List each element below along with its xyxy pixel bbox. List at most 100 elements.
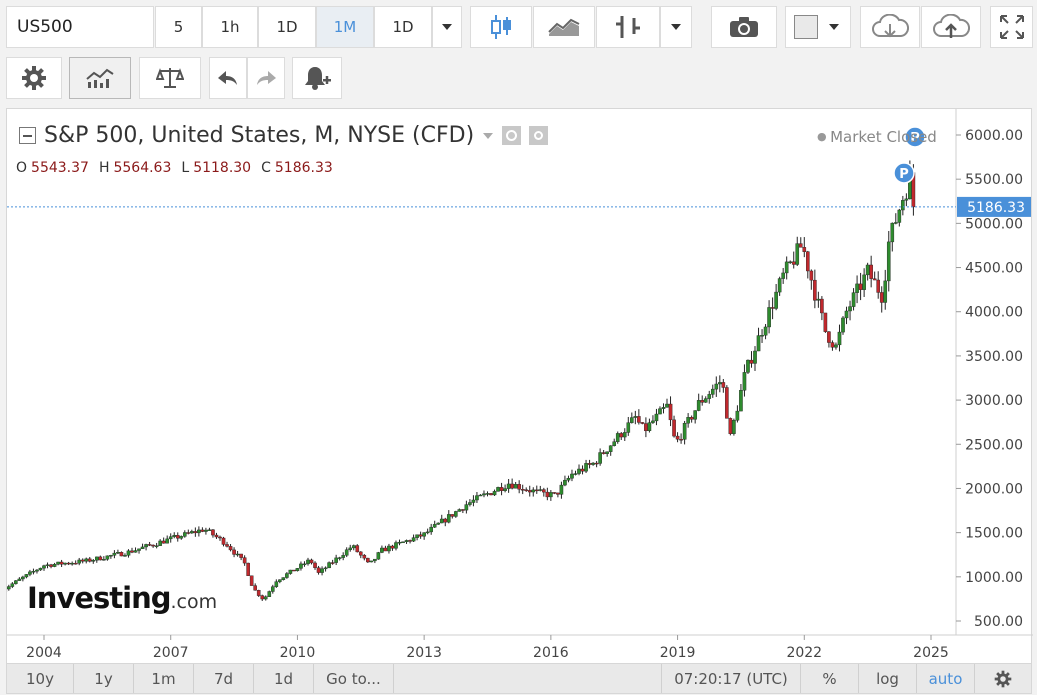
chart-panel[interactable]: 500.00 1000.00 1500.00 2000.00 2500.00 3000.0… bbox=[6, 108, 1033, 665]
range-1d[interactable]: 1d bbox=[254, 664, 314, 693]
candle-body bbox=[24, 574, 29, 578]
candle-body bbox=[344, 549, 349, 556]
timeframe-dropdown[interactable] bbox=[432, 6, 462, 48]
investing-logo: Investing.com bbox=[27, 581, 217, 615]
chevron-down-icon[interactable] bbox=[482, 132, 494, 140]
range-7d[interactable]: 7d bbox=[194, 664, 254, 693]
candle-body bbox=[330, 562, 335, 564]
fullscreen-button[interactable] bbox=[990, 6, 1033, 48]
range-1y[interactable]: 1y bbox=[74, 664, 134, 693]
candle-body bbox=[45, 564, 50, 566]
clock[interactable]: 07:20:17 (UTC) bbox=[661, 664, 801, 693]
symbol-input[interactable]: US500 bbox=[6, 6, 154, 48]
chart-properties-button[interactable] bbox=[975, 664, 1031, 693]
timeframe-select[interactable]: 1D bbox=[374, 6, 432, 48]
x-tick-label: 2016 bbox=[533, 645, 569, 661]
candle-body bbox=[855, 283, 859, 293]
timeframe-1m[interactable]: 1M bbox=[316, 6, 374, 48]
line-chart-button[interactable] bbox=[533, 6, 595, 48]
auto-scale-toggle[interactable]: auto bbox=[917, 664, 975, 693]
symbol-text: US500 bbox=[17, 17, 73, 37]
candle-body bbox=[77, 559, 81, 564]
goto-button[interactable]: Go to... bbox=[314, 664, 394, 693]
cloud-save-button[interactable] bbox=[921, 6, 981, 48]
timeframe-1d[interactable]: 1D bbox=[258, 6, 316, 48]
close-value: 5186.33 bbox=[274, 160, 333, 176]
percent-scale-toggle[interactable]: % bbox=[801, 664, 859, 693]
log-scale-toggle[interactable]: log bbox=[859, 664, 917, 693]
chart-title-text: S&P 500, United States, M, NYSE (CFD) bbox=[44, 123, 475, 148]
candle-body bbox=[295, 568, 300, 572]
candle-body bbox=[517, 484, 521, 490]
candle-body bbox=[767, 307, 771, 328]
candle-body bbox=[506, 483, 511, 489]
cloud-load-button[interactable] bbox=[860, 6, 920, 48]
redo-button[interactable] bbox=[247, 57, 285, 99]
candle-body bbox=[714, 383, 719, 390]
bar-chart-button[interactable] bbox=[596, 6, 660, 48]
candle-body bbox=[105, 555, 110, 560]
x-tick-label: 2013 bbox=[406, 645, 442, 661]
candle-body bbox=[524, 489, 529, 491]
candle-body bbox=[700, 400, 705, 403]
chart-type-dropdown[interactable] bbox=[660, 6, 692, 48]
price-chart[interactable]: 500.00 1000.00 1500.00 2000.00 2500.00 3000.0… bbox=[7, 109, 1033, 665]
candle-body bbox=[594, 462, 599, 465]
timeframe-1h[interactable]: 1h bbox=[202, 6, 258, 48]
candle-body bbox=[901, 200, 905, 211]
candle-body bbox=[482, 493, 486, 496]
candle-body bbox=[35, 569, 39, 572]
indicators-button[interactable] bbox=[69, 57, 131, 99]
candle-body bbox=[841, 317, 845, 333]
settings-button[interactable] bbox=[6, 57, 62, 99]
candle-body bbox=[679, 439, 683, 441]
candle-body bbox=[809, 270, 814, 281]
candle-body bbox=[492, 491, 497, 496]
visibility-icon[interactable] bbox=[502, 126, 522, 145]
candle-body bbox=[137, 548, 141, 551]
candle-body bbox=[559, 484, 564, 495]
candle-body bbox=[471, 499, 476, 503]
candle-body bbox=[204, 529, 208, 532]
percent-label: % bbox=[822, 669, 837, 688]
color-picker[interactable] bbox=[785, 6, 851, 48]
candle-body bbox=[376, 552, 381, 560]
range-10y[interactable]: 10y bbox=[7, 664, 74, 693]
candle-body bbox=[285, 573, 289, 578]
candle-body bbox=[777, 278, 782, 293]
candlestick-chart-button[interactable] bbox=[470, 6, 532, 48]
candle-body bbox=[749, 359, 754, 364]
candle-body bbox=[232, 549, 236, 555]
compare-button[interactable] bbox=[139, 57, 201, 99]
candle-body bbox=[454, 511, 458, 517]
candle-body bbox=[791, 261, 796, 265]
range-label: 1y bbox=[94, 669, 113, 688]
candle-body bbox=[278, 579, 282, 582]
candle-body bbox=[830, 342, 835, 348]
add-alert-button[interactable] bbox=[292, 57, 342, 99]
undo-button[interactable] bbox=[209, 57, 247, 99]
screenshot-button[interactable] bbox=[711, 6, 777, 48]
candle-body bbox=[207, 529, 212, 531]
bell-plus-icon bbox=[305, 67, 331, 90]
candle-body bbox=[334, 557, 338, 563]
series-settings-icon[interactable] bbox=[529, 126, 549, 145]
range-label: 1d bbox=[273, 669, 294, 688]
x-tick-label: 2022 bbox=[786, 645, 822, 661]
candle-body bbox=[168, 536, 173, 540]
candle-body bbox=[182, 532, 187, 537]
candle-body bbox=[718, 382, 722, 385]
candle-body bbox=[94, 556, 99, 561]
candle-body bbox=[760, 335, 764, 337]
collapse-icon[interactable] bbox=[19, 127, 36, 144]
candle-body bbox=[637, 416, 641, 423]
candle-body bbox=[784, 261, 789, 274]
timeframe-5[interactable]: 5 bbox=[155, 6, 202, 48]
range-1m[interactable]: 1m bbox=[134, 664, 194, 693]
candle-body bbox=[468, 502, 472, 505]
candle-body bbox=[439, 518, 444, 524]
y-tick-label: 1000.00 bbox=[965, 570, 1023, 586]
y-tick-label: 3500.00 bbox=[965, 349, 1023, 365]
bottom-toolbar: 10y 1y 1m 7d 1d Go to... 07:20:17 (UTC) … bbox=[6, 664, 1032, 694]
candle-body bbox=[890, 222, 895, 243]
